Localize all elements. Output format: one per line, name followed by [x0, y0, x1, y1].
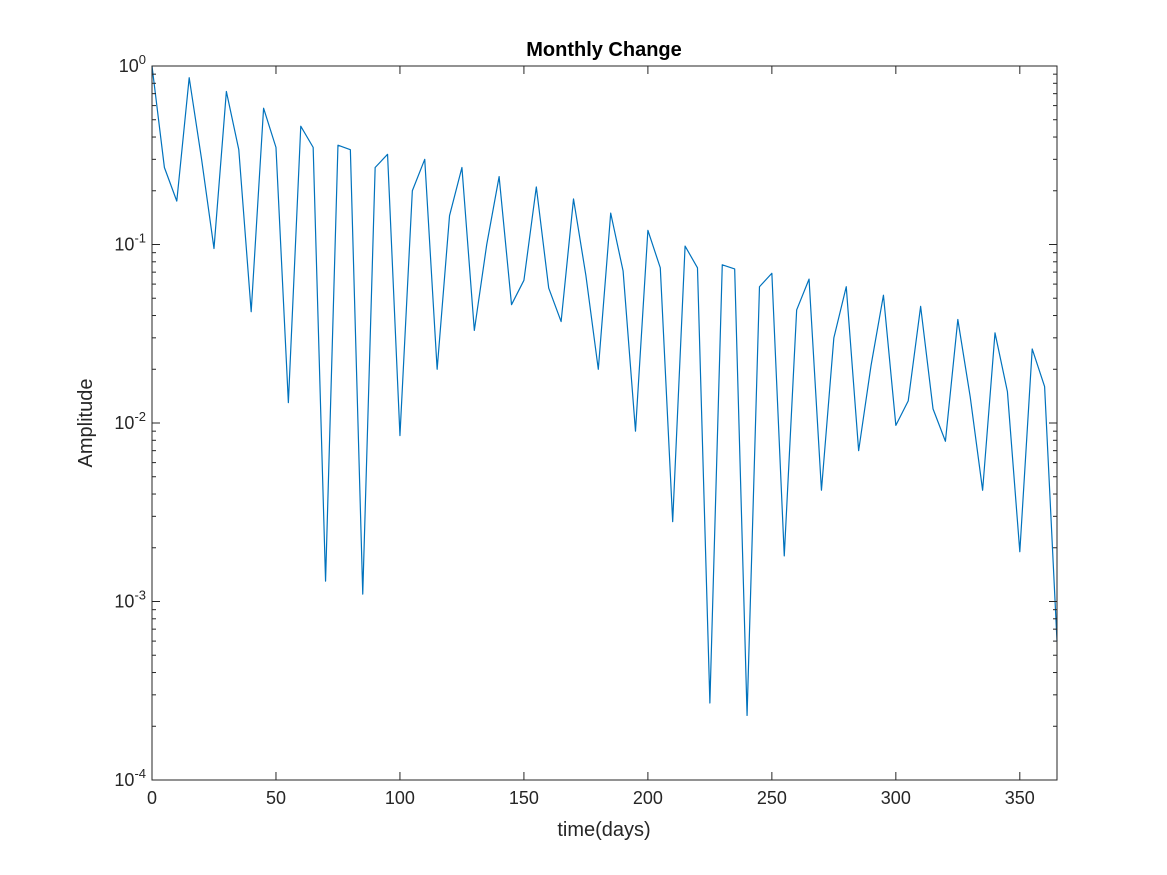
data-point [1006, 390, 1009, 393]
data-point [411, 189, 414, 192]
data-point [758, 285, 761, 288]
data-point [237, 148, 240, 151]
data-point [485, 243, 488, 246]
data-point [622, 270, 625, 273]
data-point [200, 158, 203, 161]
data-point [473, 329, 476, 332]
data-point [956, 318, 959, 321]
x-tick-label: 50 [266, 788, 286, 808]
data-point [175, 200, 178, 203]
data-point [1018, 550, 1021, 553]
x-tick-label: 350 [1005, 788, 1035, 808]
x-tick-label: 250 [757, 788, 787, 808]
y-tick-label: 10-1 [114, 231, 146, 255]
data-point [349, 148, 352, 151]
data-point [994, 331, 997, 334]
data-point [510, 303, 513, 306]
data-point [646, 229, 649, 232]
data-point [436, 368, 439, 371]
y-tick-label: 10-2 [114, 409, 146, 433]
x-tick-label: 200 [633, 788, 663, 808]
data-point [448, 214, 451, 217]
data-point [969, 395, 972, 398]
y-tick-label: 10-4 [114, 766, 146, 790]
data-point [1031, 347, 1034, 350]
data-point [770, 272, 773, 275]
data-point [795, 308, 798, 311]
data-point [820, 489, 823, 492]
data-point [498, 175, 501, 178]
data-point [287, 401, 290, 404]
data-point [262, 107, 265, 110]
y-axis-title: Amplitude [75, 379, 97, 468]
data-point [708, 702, 711, 705]
data-point [336, 144, 339, 147]
data-point [857, 449, 860, 452]
data-point [919, 305, 922, 308]
data-point [733, 267, 736, 270]
chart-title: Monthly Change [526, 39, 682, 61]
data-point [163, 166, 166, 169]
axes-layer: 0 50 100 150 200 250 300 350 100 10-1 10-2 10-3 10-4 [114, 52, 1058, 808]
data-point [535, 185, 538, 188]
data-point [560, 320, 563, 323]
data-point [671, 520, 674, 523]
x-tick-label: 150 [509, 788, 539, 808]
data-point [250, 310, 253, 313]
data-point [1043, 385, 1046, 388]
data-point [312, 146, 315, 149]
data-point [361, 593, 364, 596]
data-point [597, 368, 600, 371]
data-point [659, 266, 662, 269]
data-point [374, 166, 377, 169]
data-point [808, 278, 811, 281]
data-point [423, 158, 426, 161]
y-tick-label: 10-3 [114, 588, 146, 612]
data-point [386, 153, 389, 156]
plot-area [152, 66, 1057, 780]
data-point [609, 212, 612, 215]
data-point [188, 76, 191, 79]
data-point [907, 399, 910, 402]
data-point [299, 125, 302, 128]
y-tick-label: 100 [119, 52, 146, 76]
data-point [721, 263, 724, 266]
data-point [746, 714, 749, 717]
data-point [684, 245, 687, 248]
data-point [547, 287, 550, 290]
data-point [572, 197, 575, 200]
data-point [870, 364, 873, 367]
data-point [398, 434, 401, 437]
data-point [225, 90, 228, 93]
x-axis-title: time(days) [557, 819, 650, 841]
data-point [212, 247, 215, 250]
x-tick-label: 100 [385, 788, 415, 808]
data-point [894, 424, 897, 427]
data-point [882, 294, 885, 297]
data-point [832, 336, 835, 339]
data-point [522, 279, 525, 282]
data-point [460, 166, 463, 169]
x-tick-label: 300 [881, 788, 911, 808]
data-point [932, 407, 935, 410]
data-point [324, 580, 327, 583]
data-point [981, 489, 984, 492]
x-tick-label: 0 [147, 788, 157, 808]
data-point [845, 285, 848, 288]
data-point [944, 440, 947, 443]
data-point [274, 146, 277, 149]
data-point [696, 266, 699, 269]
series-layer [151, 65, 1058, 717]
data-point [584, 274, 587, 277]
data-point [783, 554, 786, 557]
data-point [634, 430, 637, 433]
series-line [151, 65, 1058, 717]
